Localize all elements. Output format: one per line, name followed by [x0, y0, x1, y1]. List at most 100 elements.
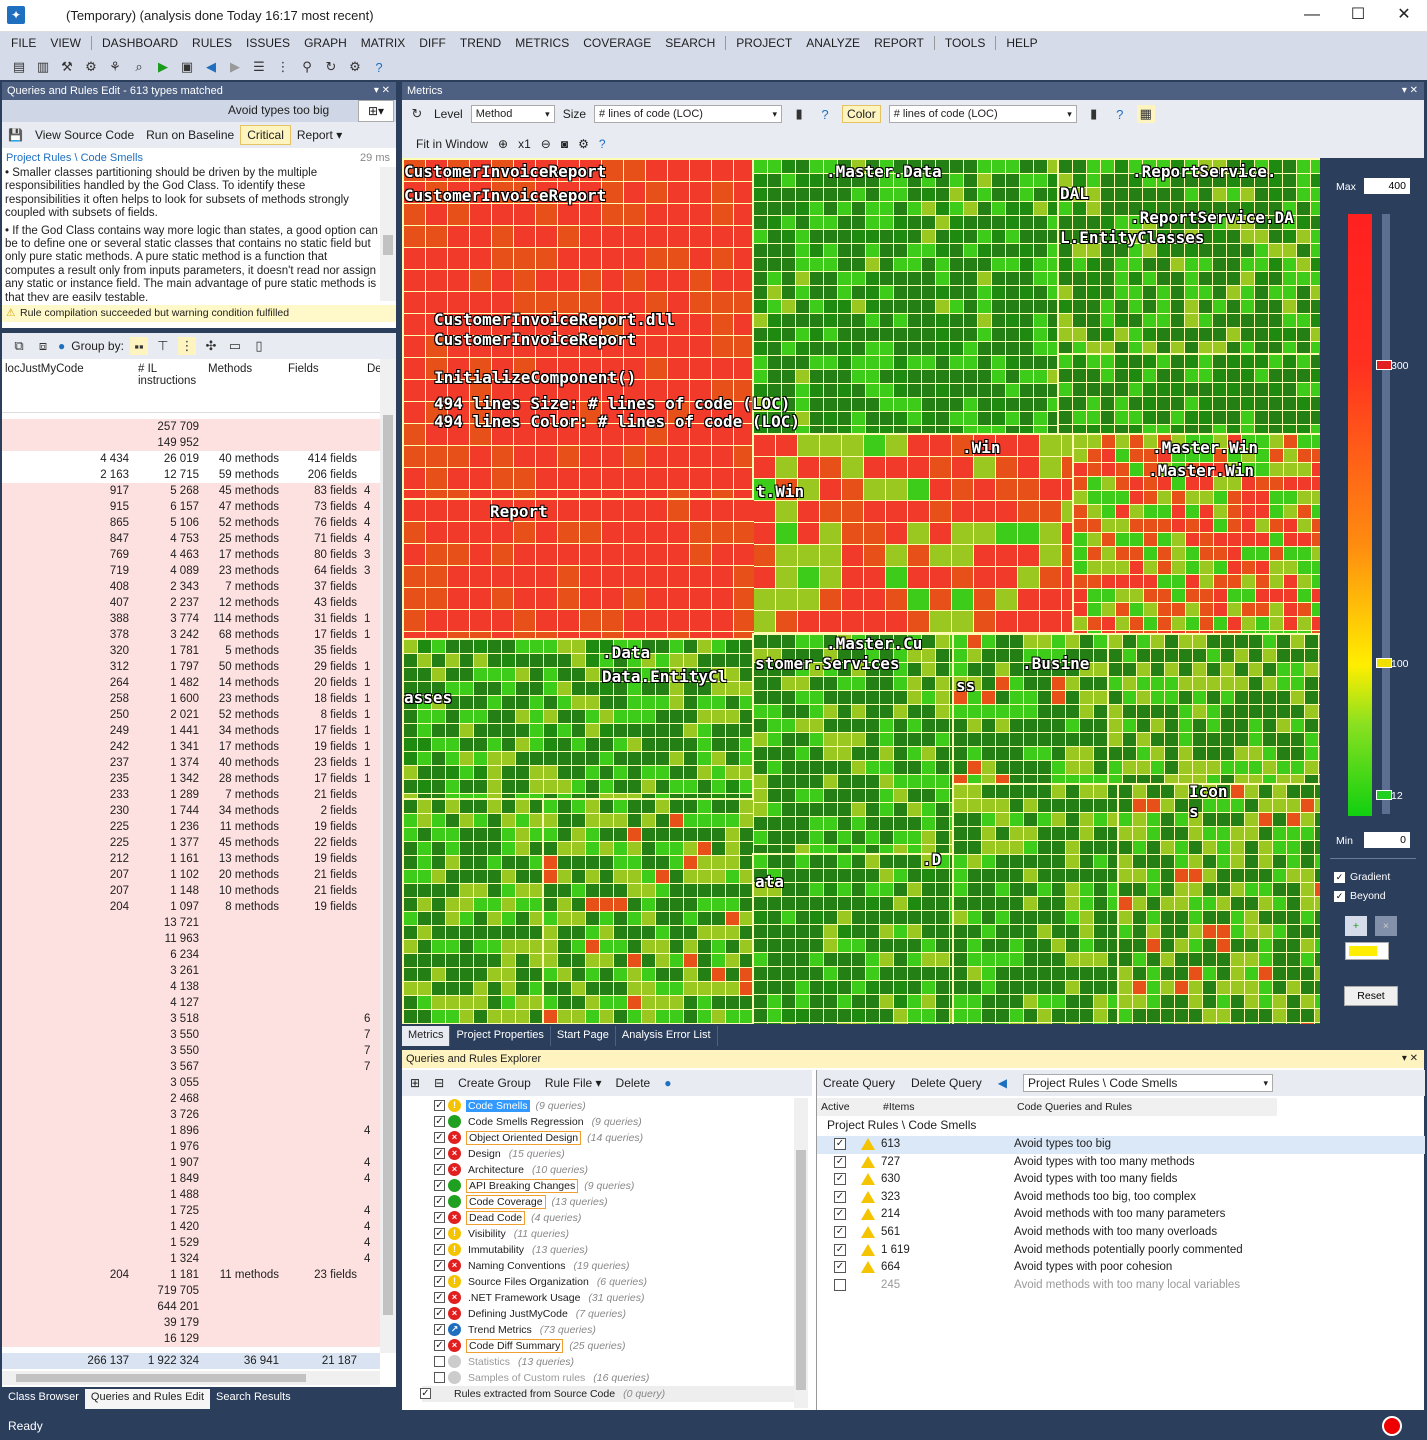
run-icon[interactable]: ▶	[158, 59, 168, 74]
save-icon[interactable]: 💾	[8, 128, 23, 142]
table-row[interactable]: 230 1 744 34 methods 2 fields	[2, 803, 380, 819]
tab-project-properties[interactable]: Project Properties	[450, 1026, 551, 1046]
col-methods[interactable]: Methods	[208, 363, 253, 375]
table-row[interactable]: 258 1 600 23 methods 18 fields 1	[2, 691, 380, 707]
view-source-button[interactable]: View Source Code	[34, 128, 135, 142]
menu-analyze[interactable]: ANALYZE	[806, 36, 861, 50]
color-metric-dropdown[interactable]: # lines of code (LOC)	[888, 105, 1077, 123]
table-row[interactable]: 249 1 441 34 methods 17 fields 1	[2, 723, 380, 739]
new-project-icon[interactable]: ▤	[12, 59, 26, 74]
treemap-namespace-block[interactable]	[1057, 353, 1320, 438]
menu-graph[interactable]: GRAPH	[304, 36, 347, 50]
query-active-checkbox[interactable]: ✓	[834, 1261, 846, 1274]
query-row[interactable]: ✓ 664 Avoid types with poor cohesion	[817, 1259, 1425, 1277]
max-input[interactable]: 400	[1364, 178, 1410, 194]
tab-analysis-error-list[interactable]: Analysis Error List	[616, 1026, 718, 1046]
grid-hscroll-thumb[interactable]	[16, 1374, 306, 1382]
table-row[interactable]: 407 2 237 12 methods 43 fields	[2, 595, 380, 611]
camera-icon[interactable]: ◙	[560, 137, 569, 151]
rule-group-item[interactable]: Samples of Custom rules (16 queries)	[422, 1370, 802, 1386]
query-row[interactable]: 245 Avoid methods with too many local var…	[817, 1277, 1425, 1295]
table-row[interactable]: 3 550 7	[2, 1027, 380, 1043]
rule-group-item[interactable]: ✓! Immutability (13 queries)	[422, 1242, 802, 1258]
rule-group-item[interactable]: ✓ Code Smells Regression (9 queries)	[422, 1114, 802, 1130]
menu-diff[interactable]: DIFF	[419, 36, 446, 50]
menu-project[interactable]: PROJECT	[736, 36, 793, 50]
palette-icon[interactable]: ▦	[1136, 105, 1155, 123]
table-row[interactable]: 1 907 4	[2, 1155, 380, 1171]
menu-rules[interactable]: RULES	[192, 36, 233, 50]
col-queries-rules[interactable]: Code Queries and Rules	[1017, 1101, 1132, 1113]
back-icon[interactable]: ◀	[997, 1076, 1007, 1090]
group-checkbox[interactable]	[434, 1356, 445, 1367]
group-checkbox[interactable]: ✓	[434, 1148, 445, 1159]
table-row[interactable]: 388 3 774 114 methods 31 fields 1	[2, 611, 380, 627]
table-row[interactable]: 769 4 463 17 methods 80 fields 3	[2, 547, 380, 563]
table-row[interactable]: 207 1 148 10 methods 21 fields	[2, 883, 380, 899]
table-row[interactable]: 6 234	[2, 947, 380, 963]
rule-group-item[interactable]: ✓! Source Files Organization (6 queries)	[422, 1274, 802, 1290]
create-group-button[interactable]: Create Group	[458, 1076, 531, 1090]
grid-scroll-thumb[interactable]	[383, 415, 393, 1315]
table-row[interactable]: 917 5 268 45 methods 83 fields 4	[2, 483, 380, 499]
query-row[interactable]: ✓ 214 Avoid methods with too many paramete…	[817, 1206, 1425, 1224]
table-row[interactable]: 149 952	[2, 435, 380, 451]
open-project-icon[interactable]: ▥	[36, 59, 50, 74]
treemap-namespace-block[interactable]	[952, 633, 1121, 788]
group-checkbox[interactable]: ✓	[434, 1212, 445, 1223]
record-icon[interactable]	[1382, 1416, 1402, 1436]
rule-group-item[interactable]: ✓! Visibility (11 queries)	[422, 1226, 802, 1242]
query-row[interactable]: ✓ 727 Avoid types with too many methods	[817, 1154, 1425, 1172]
tab-start-page[interactable]: Start Page	[551, 1026, 616, 1046]
copy-icon[interactable]: ⧈	[38, 338, 48, 353]
menu-coverage[interactable]: COVERAGE	[583, 36, 652, 50]
back-icon[interactable]: ◀	[206, 59, 216, 74]
table-row[interactable]: 3 726	[2, 1107, 380, 1123]
folder-icon[interactable]: ▭	[228, 338, 242, 353]
group-checkbox[interactable]: ✓	[434, 1324, 445, 1335]
tree-scroll-thumb[interactable]	[796, 1150, 806, 1390]
treemap-namespace-block[interactable]	[1117, 783, 1320, 1024]
treemap-namespace-block[interactable]	[402, 638, 753, 807]
table-row[interactable]: 3 567 7	[2, 1059, 380, 1075]
delete-query-button[interactable]: Delete Query	[911, 1076, 982, 1090]
color-picker[interactable]	[1345, 942, 1389, 960]
query-path-dropdown[interactable]: Project Rules \ Code Smells	[1022, 1074, 1273, 1092]
beyond-checkbox[interactable]: ✓	[1334, 891, 1345, 902]
treemap-namespace-block[interactable]	[402, 498, 755, 653]
query-active-checkbox[interactable]	[834, 1278, 846, 1291]
table-row[interactable]: 3 055	[2, 1075, 380, 1091]
minimize-button[interactable]: —	[1304, 6, 1320, 23]
col-il-instructions[interactable]: # IL instructions	[138, 363, 197, 387]
panel-pin-icon[interactable]: ▾ ✕	[373, 85, 390, 96]
table-row[interactable]: 242 1 341 17 methods 19 fields 1	[2, 739, 380, 755]
rule-group-item[interactable]: ✓ × .NET Framework Usage (31 queries)	[422, 1290, 802, 1306]
rule-group-item[interactable]: ✓ × Defining JustMyCode (7 queries)	[422, 1306, 802, 1322]
table-row[interactable]: 865 5 106 52 methods 76 fields 4	[2, 515, 380, 531]
menu-matrix[interactable]: MATRIX	[360, 36, 406, 50]
table-row[interactable]: 233 1 289 7 methods 21 fields	[2, 787, 380, 803]
rule-group-item[interactable]: ✓ ↗ Trend Metrics (73 queries)	[422, 1322, 802, 1338]
critical-toggle[interactable]: Critical	[240, 125, 291, 145]
menu-tools[interactable]: TOOLS	[944, 36, 986, 50]
tree-scrollbar[interactable]	[794, 1098, 808, 1408]
rule-group-item[interactable]: ✓ Rules extracted from Source Code (0 quer…	[420, 1386, 802, 1402]
table-row[interactable]: 237 1 374 40 methods 23 fields 1	[2, 755, 380, 771]
menu-metrics[interactable]: METRICS	[515, 36, 570, 50]
treemap-namespace-block[interactable]	[752, 433, 1083, 654]
group-checkbox[interactable]: ✓	[434, 1100, 445, 1111]
treemap-namespace-block[interactable]	[542, 798, 753, 1024]
group-checkbox[interactable]: ✓	[434, 1308, 445, 1319]
fit-window-button[interactable]: Fit in Window	[416, 137, 489, 151]
menu-help[interactable]: HELP	[1006, 36, 1038, 50]
table-row[interactable]: 1 529 4	[2, 1235, 380, 1251]
analyze-icon[interactable]: ⚒	[61, 59, 73, 74]
close-button[interactable]: ✕	[1397, 6, 1411, 23]
query-active-checkbox[interactable]: ✓	[834, 1243, 846, 1256]
group-member-icon[interactable]: ✣	[205, 338, 217, 353]
table-row[interactable]: 3 261	[2, 963, 380, 979]
table-row[interactable]: 207 1 102 20 methods 21 fields	[2, 867, 380, 883]
table-row[interactable]: 204 1 097 8 methods 19 fields	[2, 899, 380, 915]
min-input[interactable]: 0	[1364, 832, 1410, 848]
rule-group-item[interactable]: ✓ × Architecture (10 queries)	[422, 1162, 802, 1178]
